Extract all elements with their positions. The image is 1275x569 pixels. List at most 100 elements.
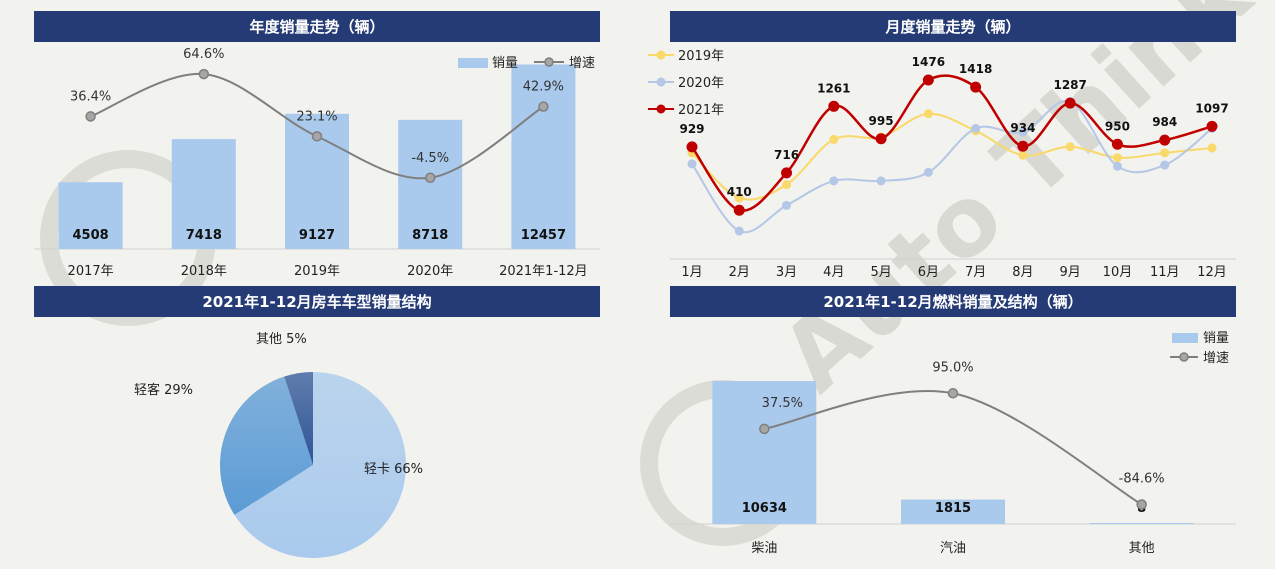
annual-legend-line-marker bbox=[544, 57, 554, 67]
monthly-tick-label: 1月 bbox=[681, 265, 702, 280]
annual-tick-label: 2020年 bbox=[407, 264, 453, 279]
monthly-data-label: 1476 bbox=[912, 55, 945, 69]
annual-tick-label: 2017年 bbox=[68, 264, 114, 279]
fuel-growth-label: 37.5% bbox=[762, 396, 803, 411]
pie-slice-label: 轻卡 66% bbox=[364, 462, 423, 477]
fuel-growth-point bbox=[1136, 499, 1147, 510]
monthly-series-point bbox=[1112, 161, 1122, 171]
monthly-data-label: 934 bbox=[1010, 121, 1035, 135]
monthly-series-point bbox=[686, 141, 698, 153]
monthly-data-label: 410 bbox=[727, 185, 752, 199]
annual-bar bbox=[171, 139, 236, 249]
monthly-series-point bbox=[782, 180, 792, 190]
annual-growth-label: 23.1% bbox=[296, 109, 337, 124]
monthly-panel: 月度销量走势（辆） 1月 2月 3月 4月 5月 6月 7月 8月 9月 10月 11月 12月 201… bbox=[648, 11, 1236, 281]
monthly-series-point bbox=[1206, 120, 1218, 132]
monthly-series-point bbox=[733, 204, 745, 216]
annual-bar-label: 8718 bbox=[412, 228, 448, 243]
monthly-data-label: 1418 bbox=[959, 62, 992, 76]
annual-legend-bar-swatch bbox=[458, 58, 488, 68]
monthly-chart: 1月 2月 3月 4月 5月 6月 7月 8月 9月 10月 11月 12月 2019年 2020年 929… bbox=[648, 49, 1236, 280]
annual-bar bbox=[511, 64, 576, 250]
monthly-series-point bbox=[876, 176, 886, 186]
monthly-data-label: 1287 bbox=[1053, 78, 1086, 92]
monthly-series-point bbox=[782, 200, 792, 210]
monthly-series-point bbox=[687, 159, 697, 169]
monthly-series-point bbox=[781, 167, 793, 179]
monthly-series-point bbox=[923, 109, 933, 119]
annual-chart: 4508 2017年 7418 2018年 9127 2019年 8718 2020年 1245… bbox=[34, 47, 600, 279]
monthly-tick-label: 4月 bbox=[823, 265, 844, 280]
monthly-tick-label: 2月 bbox=[729, 265, 750, 280]
fuel-bar-label: 1815 bbox=[935, 501, 971, 516]
monthly-data-label: 984 bbox=[1152, 115, 1177, 129]
pie-title: 2021年1-12月房车车型销量结构 bbox=[34, 286, 600, 317]
monthly-legend-label: 2020年 bbox=[678, 76, 724, 91]
monthly-tick-label: 12月 bbox=[1197, 265, 1227, 280]
monthly-data-label: 995 bbox=[869, 114, 894, 128]
annual-bar-label: 4508 bbox=[73, 228, 109, 243]
pie-slice bbox=[234, 372, 406, 558]
monthly-series-point bbox=[970, 81, 982, 93]
monthly-series-line bbox=[691, 112, 1213, 201]
fuel-bar bbox=[1089, 523, 1194, 524]
annual-tick-label: 2021年1-12月 bbox=[499, 264, 588, 279]
annual-growth-point bbox=[311, 131, 323, 142]
annual-growth-label: 42.9% bbox=[523, 80, 564, 95]
fuel-legend-bar-swatch bbox=[1172, 333, 1198, 343]
annual-legend-line-label: 增速 bbox=[569, 56, 595, 71]
monthly-data-label: 929 bbox=[679, 122, 704, 136]
monthly-series-point bbox=[1207, 143, 1217, 153]
monthly-series-point bbox=[1017, 140, 1029, 152]
monthly-series-point bbox=[1018, 150, 1028, 160]
annual-bar-label: 7418 bbox=[186, 228, 222, 243]
monthly-legend-marker bbox=[656, 104, 666, 114]
annual-tick-label: 2019年 bbox=[294, 264, 340, 279]
monthly-data-label: 1097 bbox=[1195, 101, 1228, 115]
monthly-series-point bbox=[1111, 138, 1123, 150]
monthly-series-point bbox=[1018, 127, 1028, 137]
monthly-tick-label: 10月 bbox=[1103, 265, 1133, 280]
monthly-series-line bbox=[691, 99, 1213, 234]
pie-slice bbox=[220, 376, 313, 515]
monthly-series-line bbox=[690, 74, 1213, 212]
fuel-tick-label: 柴油 bbox=[751, 541, 777, 556]
monthly-series-point bbox=[828, 100, 840, 112]
annual-bar-label: 12457 bbox=[521, 228, 566, 243]
monthly-series-point bbox=[734, 226, 744, 236]
monthly-legend-label: 2019年 bbox=[678, 49, 724, 64]
monthly-tick-label: 6月 bbox=[918, 265, 939, 280]
fuel-title: 2021年1-12月燃料销量及结构（辆） bbox=[670, 286, 1236, 317]
pie-panel: 2021年1-12月房车车型销量结构 轻卡 66% 轻客 29% 其他 5% bbox=[34, 286, 600, 566]
monthly-tick-label: 3月 bbox=[776, 265, 797, 280]
fuel-growth-label: 95.0% bbox=[932, 360, 973, 375]
monthly-series-point bbox=[829, 176, 839, 186]
fuel-panel: 2021年1-12月燃料销量及结构（辆） 10634柴油1815汽油8其他37.… bbox=[670, 286, 1236, 566]
fuel-growth-point bbox=[947, 388, 959, 399]
pie-slice-label: 其他 5% bbox=[256, 332, 307, 347]
monthly-tick-label: 9月 bbox=[1060, 265, 1081, 280]
monthly-data-label: 1261 bbox=[817, 81, 850, 95]
monthly-tick-label: 11月 bbox=[1150, 265, 1180, 280]
monthly-series-point bbox=[971, 123, 981, 133]
fuel-legend-bar-label: 销量 bbox=[1203, 331, 1229, 346]
annual-bar bbox=[58, 182, 123, 249]
monthly-series-point bbox=[829, 134, 839, 144]
annual-growth-point bbox=[198, 68, 210, 80]
annual-bar bbox=[398, 119, 463, 249]
fuel-bar bbox=[712, 381, 817, 524]
monthly-legend-label: 2021年 bbox=[678, 103, 724, 118]
fuel-growth-point bbox=[759, 423, 770, 435]
pie-slice-label: 轻客 29% bbox=[134, 382, 193, 398]
monthly-tick-label: 8月 bbox=[1012, 265, 1033, 280]
monthly-tick-label: 7月 bbox=[965, 265, 986, 280]
annual-legend-bar-label: 销量 bbox=[492, 56, 518, 71]
monthly-series-point bbox=[1065, 142, 1075, 152]
annual-tick-label: 2018年 bbox=[181, 264, 227, 279]
fuel-tick-label: 汽油 bbox=[940, 541, 966, 556]
fuel-growth-line bbox=[764, 389, 1143, 506]
monthly-data-label: 716 bbox=[774, 148, 799, 162]
monthly-data-label: 950 bbox=[1105, 119, 1130, 133]
monthly-series-point bbox=[1064, 97, 1076, 109]
